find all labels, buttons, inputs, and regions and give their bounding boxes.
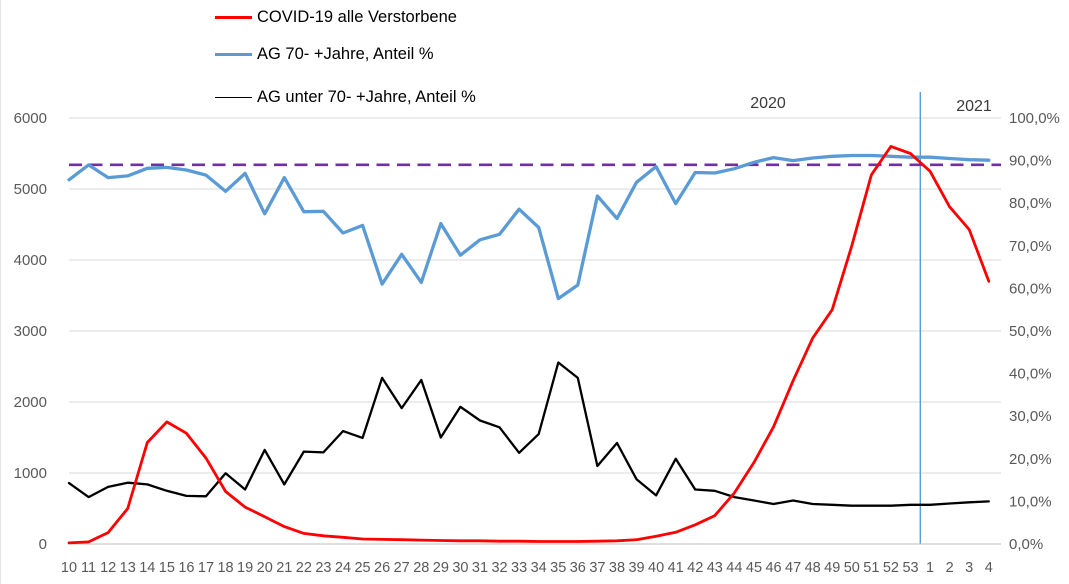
x-axis-tick: 42: [687, 560, 703, 576]
x-axis-tick: 51: [863, 560, 879, 576]
series-line-covid-deaths: [67, 144, 991, 545]
right-axis-tick: 70,0%: [1009, 238, 1052, 255]
legend-line-swatch-red: [215, 16, 252, 19]
x-axis-tick: 17: [198, 560, 214, 576]
x-axis-tick: 35: [550, 560, 566, 576]
x-axis-tick: 19: [237, 560, 253, 576]
right-axis-tick: 50,0%: [1009, 323, 1052, 340]
year-label-2020: 2020: [750, 95, 786, 112]
x-axis-tick: 20: [257, 560, 273, 576]
x-axis-tick: 46: [765, 560, 781, 576]
gridlines: [69, 117, 1001, 545]
right-axis-tick: 60,0%: [1009, 280, 1052, 297]
x-axis-tick: 44: [726, 560, 742, 576]
x-axis-tick: 13: [120, 560, 136, 576]
x-axis-tick: 53: [902, 560, 918, 576]
right-axis-tick: 30,0%: [1009, 408, 1052, 425]
x-axis-tick: 18: [217, 560, 233, 576]
x-axis-tick: 27: [394, 560, 410, 576]
right-axis-tick: 90,0%: [1009, 153, 1052, 170]
x-axis-tick: 40: [648, 560, 664, 576]
x-axis-tick: 32: [491, 560, 507, 576]
x-axis-tick: 50: [844, 560, 860, 576]
x-axis-tick: 31: [472, 560, 488, 576]
x-axis-tick-labels: 10 11 12 13 14 15 16 17 18 19 20 21 22 23 24 25 26 27 28 29…: [61, 560, 993, 576]
x-axis-tick: 30: [452, 560, 468, 576]
x-axis-tick: 48: [805, 560, 821, 576]
x-axis-tick: 47: [785, 560, 801, 576]
x-axis-tick: 21: [276, 560, 292, 576]
left-axis-tick: 3000: [14, 323, 47, 340]
left-axis-tick: 2000: [14, 394, 47, 411]
x-axis-tick: 33: [511, 560, 527, 576]
x-axis-tick: 24: [335, 560, 351, 576]
x-axis-tick: 45: [746, 560, 762, 576]
left-axis-tick: 6000: [14, 110, 47, 127]
x-axis-tick: 3: [965, 560, 973, 576]
x-axis-tick: 14: [139, 560, 155, 576]
x-axis-tick: 26: [374, 560, 390, 576]
series-line-age-under-70: [67, 361, 990, 507]
left-axis-tick: 0: [39, 536, 47, 553]
x-axis-tick: 4: [985, 560, 993, 576]
x-axis-tick: 39: [628, 560, 644, 576]
x-axis-tick: 15: [159, 560, 175, 576]
legend-item-covid-deaths: COVID-19 alle Verstorbene: [215, 8, 457, 27]
legend-line-swatch-black: [215, 96, 252, 99]
x-axis-tick: 10: [61, 560, 77, 576]
left-axis-tick: 5000: [14, 181, 47, 198]
right-axis-tick: 10,0%: [1009, 493, 1052, 510]
legend-label: AG unter 70- +Jahre, Anteil %: [257, 88, 476, 106]
x-axis-tick: 34: [531, 560, 547, 576]
x-axis-tick: 22: [296, 560, 312, 576]
x-axis-tick: 38: [609, 560, 625, 576]
right-axis-tick: 100,0%: [1009, 110, 1060, 127]
x-axis-tick: 36: [570, 560, 586, 576]
x-axis-tick: 1: [926, 560, 934, 576]
legend-label: COVID-19 alle Verstorbene: [257, 8, 457, 26]
legend-item-age-70-plus: AG 70- +Jahre, Anteil %: [215, 45, 434, 64]
legend-label: AG 70- +Jahre, Anteil %: [257, 45, 434, 63]
right-axis-tick: 0,0%: [1009, 536, 1043, 553]
x-axis-tick: 49: [824, 560, 840, 576]
right-axis-tick-labels: 0,0% 10,0% 20,0% 30,0% 40,0% 50,0% 60,0% 70,0% 8…: [1009, 110, 1060, 553]
x-axis-tick: 16: [178, 560, 194, 576]
left-axis-tick-labels: 0 1000 2000 3000 4000 5000 6000: [14, 110, 47, 553]
x-axis-tick: 28: [413, 560, 429, 576]
right-axis-tick: 20,0%: [1009, 451, 1052, 468]
x-axis-tick: 37: [589, 560, 605, 576]
series-line-age-70-plus: [67, 153, 991, 301]
year-label-2021: 2021: [956, 98, 992, 115]
right-axis-tick: 40,0%: [1009, 366, 1052, 383]
left-axis-tick: 4000: [14, 252, 47, 269]
x-axis-tick: 52: [883, 560, 899, 576]
right-axis-tick: 80,0%: [1009, 195, 1052, 212]
x-axis-tick: 25: [354, 560, 370, 576]
legend-line-swatch-blue: [215, 53, 252, 56]
x-axis-tick: 2: [946, 560, 954, 576]
x-axis-tick: 41: [668, 560, 684, 576]
x-axis-tick: 29: [433, 560, 449, 576]
left-axis-tick: 1000: [14, 465, 47, 482]
x-axis-tick: 11: [81, 560, 96, 576]
x-axis-tick: 23: [315, 560, 331, 576]
x-axis-tick: 43: [707, 560, 723, 576]
legend-item-age-under-70: AG unter 70- +Jahre, Anteil %: [215, 88, 476, 107]
x-axis-tick: 12: [100, 560, 116, 576]
